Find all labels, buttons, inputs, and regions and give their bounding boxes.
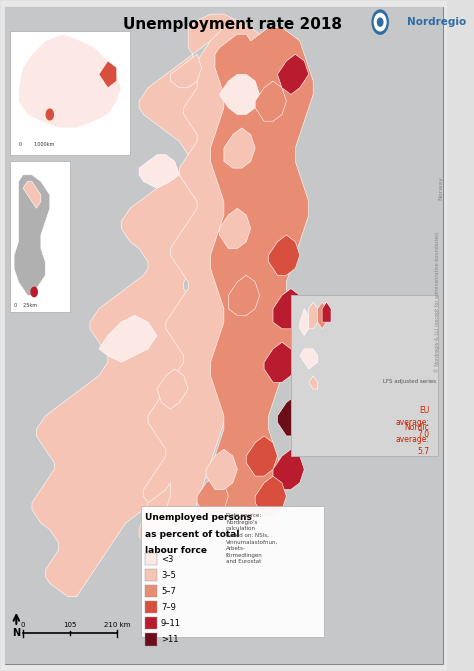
- Polygon shape: [273, 450, 304, 490]
- Polygon shape: [170, 54, 201, 88]
- Circle shape: [46, 109, 54, 120]
- Bar: [145, 601, 157, 613]
- Text: 0    25km: 0 25km: [14, 303, 37, 309]
- Polygon shape: [197, 476, 228, 516]
- Text: © Nordregio & LLI (except for administrative boundaries): © Nordregio & LLI (except for administra…: [435, 231, 440, 372]
- Text: LFS adjusted series: LFS adjusted series: [383, 379, 436, 384]
- Polygon shape: [300, 349, 318, 369]
- Polygon shape: [264, 342, 295, 382]
- Polygon shape: [318, 302, 327, 329]
- Polygon shape: [139, 155, 179, 188]
- Polygon shape: [269, 235, 300, 275]
- Polygon shape: [32, 14, 251, 597]
- Polygon shape: [206, 450, 237, 490]
- Text: EU
average:
7.0: EU average: 7.0: [395, 406, 429, 439]
- Bar: [9, 31, 130, 155]
- Polygon shape: [273, 289, 304, 329]
- Text: 9–11: 9–11: [161, 619, 181, 628]
- Polygon shape: [210, 28, 313, 523]
- Text: <3: <3: [161, 555, 173, 564]
- Polygon shape: [99, 61, 117, 88]
- Polygon shape: [14, 174, 50, 295]
- Polygon shape: [139, 483, 170, 543]
- Text: 0        1000km: 0 1000km: [18, 142, 54, 147]
- Circle shape: [374, 13, 386, 31]
- Polygon shape: [224, 128, 255, 168]
- Polygon shape: [322, 302, 331, 322]
- Text: 5–7: 5–7: [161, 587, 176, 596]
- Bar: [145, 633, 157, 646]
- Polygon shape: [277, 396, 309, 436]
- Bar: [145, 617, 157, 629]
- Polygon shape: [219, 208, 251, 248]
- Polygon shape: [144, 21, 282, 536]
- Text: Unemployment rate 2018: Unemployment rate 2018: [123, 17, 342, 32]
- Bar: [9, 162, 70, 312]
- Bar: [291, 295, 438, 456]
- Polygon shape: [309, 376, 318, 389]
- Polygon shape: [246, 436, 277, 476]
- Text: Nordic
average:
5.7: Nordic average: 5.7: [395, 423, 429, 456]
- Text: Nordregio: Nordregio: [407, 17, 466, 27]
- Text: 105: 105: [63, 622, 77, 628]
- Polygon shape: [99, 315, 157, 362]
- Polygon shape: [309, 302, 318, 329]
- Bar: [141, 506, 324, 637]
- Circle shape: [31, 287, 37, 297]
- Text: 210 km: 210 km: [103, 622, 130, 628]
- Polygon shape: [228, 275, 260, 315]
- Text: 3–5: 3–5: [161, 571, 176, 580]
- Text: 0: 0: [21, 622, 25, 628]
- Polygon shape: [255, 81, 286, 121]
- Text: labour force: labour force: [145, 546, 207, 556]
- Circle shape: [377, 18, 383, 26]
- Text: as percent of total: as percent of total: [145, 529, 239, 539]
- Circle shape: [372, 10, 388, 34]
- Polygon shape: [219, 74, 260, 115]
- Polygon shape: [23, 181, 41, 208]
- Polygon shape: [255, 476, 286, 516]
- Bar: [291, 295, 438, 456]
- Text: Unemployed persons: Unemployed persons: [145, 513, 252, 522]
- Text: 7–9: 7–9: [161, 603, 176, 612]
- Text: Norway: Norway: [438, 176, 444, 200]
- Polygon shape: [300, 309, 309, 336]
- Bar: [145, 585, 157, 597]
- Polygon shape: [18, 34, 121, 128]
- Text: >11: >11: [161, 635, 178, 644]
- Text: N: N: [12, 628, 20, 638]
- Polygon shape: [157, 369, 188, 409]
- Polygon shape: [277, 54, 309, 95]
- Text: Data source:
Nordregio's
calculation
based on: NSIs,
Vinnumalastofnun,
Arbets-
f: Data source: Nordregio's calculation bas…: [226, 513, 278, 564]
- Bar: [145, 569, 157, 581]
- Bar: [145, 553, 157, 565]
